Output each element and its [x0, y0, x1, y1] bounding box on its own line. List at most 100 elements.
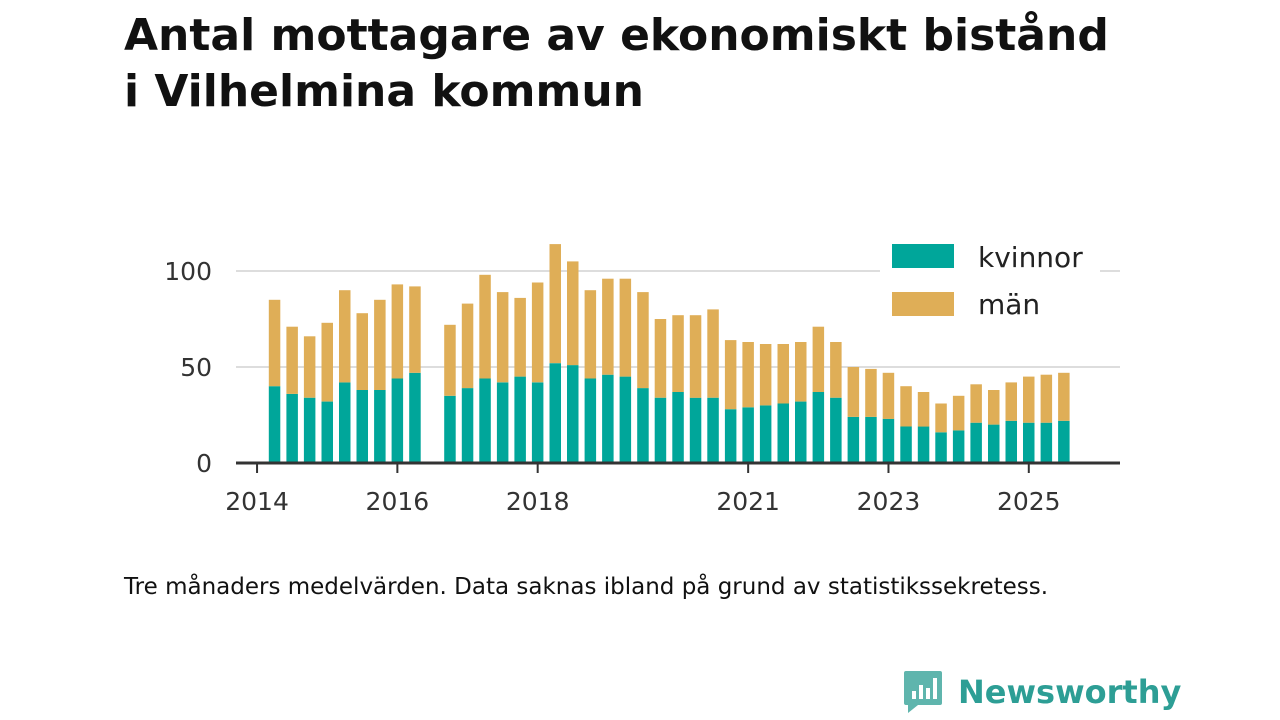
- bar-man: [619, 278, 632, 377]
- bar-man: [444, 324, 456, 396]
- bar-kvinnor: [514, 376, 526, 463]
- bar-kvinnor: [900, 426, 912, 463]
- x-tick-label: 2023: [857, 487, 921, 516]
- bar-kvinnor: [531, 382, 544, 463]
- bar-man: [584, 290, 597, 379]
- bar-kvinnor: [286, 393, 298, 463]
- bar-man: [935, 403, 947, 433]
- bar-man: [654, 319, 667, 398]
- title-line-2: i Vilhelmina kommun: [124, 66, 645, 117]
- bar-kvinnor: [1040, 422, 1053, 463]
- bar-man: [742, 342, 754, 408]
- bar-kvinnor: [268, 386, 281, 463]
- legend-swatch-kvinnor: [892, 244, 954, 268]
- bar-kvinnor: [444, 395, 456, 463]
- x-tick-label: 2018: [506, 487, 570, 516]
- bar-man: [672, 315, 684, 392]
- bar-kvinnor: [1023, 422, 1035, 463]
- chart-title: Antal mottagare av ekonomiskt bistånd i V…: [124, 8, 1224, 120]
- bar-kvinnor: [602, 374, 614, 463]
- bar-kvinnor: [654, 397, 667, 463]
- bar-kvinnor: [707, 397, 719, 463]
- bar-man: [724, 340, 737, 410]
- brand-name: Newsworthy: [958, 673, 1182, 711]
- bar-man: [356, 313, 368, 390]
- bar-man: [637, 292, 649, 389]
- bar-kvinnor: [303, 397, 316, 463]
- bar-man: [602, 278, 614, 375]
- bar-kvinnor: [952, 430, 965, 463]
- bar-kvinnor: [812, 392, 825, 463]
- bar-kvinnor: [847, 416, 860, 463]
- legend-swatch-man: [892, 292, 954, 316]
- bar-man: [847, 367, 860, 417]
- bar-man: [707, 309, 719, 398]
- bar-man: [567, 261, 579, 366]
- bar-man: [988, 390, 1000, 425]
- bar-man: [286, 326, 298, 394]
- bar-kvinnor: [882, 418, 895, 463]
- bar-kvinnor: [391, 378, 404, 463]
- bar-man: [759, 344, 772, 406]
- bar-man: [900, 386, 912, 427]
- newsworthy-logo-icon: [904, 671, 942, 713]
- bar-man: [952, 395, 965, 431]
- bar-kvinnor: [672, 392, 684, 463]
- bar-man: [795, 342, 807, 402]
- bar-kvinnor: [865, 416, 877, 463]
- x-tick-label: 2021: [716, 487, 780, 516]
- bar-kvinnor: [321, 401, 333, 463]
- x-axis-ticks: 2014 2016 2018 2021 2023 2025: [225, 463, 1061, 516]
- bar-kvinnor: [1058, 420, 1070, 463]
- bar-kvinnor: [777, 403, 789, 463]
- bar-kvinnor: [724, 409, 737, 463]
- bar-man: [374, 299, 386, 390]
- y-axis-ticks: 0 50 100: [164, 257, 212, 478]
- bar-man: [830, 342, 842, 398]
- legend-label-kvinnor: kvinnor: [978, 241, 1083, 274]
- y-tick-label: 0: [196, 449, 212, 478]
- bar-man: [1040, 374, 1053, 423]
- bar-man: [339, 290, 351, 383]
- brand-logo: Newsworthy: [902, 670, 1181, 714]
- bar-man: [321, 322, 333, 402]
- y-tick-label: 100: [164, 257, 212, 286]
- bar-man: [812, 326, 825, 392]
- bar-kvinnor: [970, 422, 982, 463]
- title-line-1: Antal mottagare av ekonomiskt bistånd: [124, 10, 1109, 61]
- bar-man: [1023, 376, 1035, 423]
- bar-kvinnor: [988, 424, 1000, 463]
- bar-kvinnor: [567, 365, 579, 463]
- bar-man: [549, 244, 561, 364]
- bar-man: [917, 392, 930, 427]
- bar-kvinnor: [584, 378, 597, 463]
- legend: kvinnor män: [880, 236, 1100, 336]
- bar-kvinnor: [356, 390, 368, 463]
- x-tick-label: 2025: [997, 487, 1061, 516]
- bar-man: [970, 384, 982, 423]
- bar-man: [531, 282, 544, 383]
- x-tick-label: 2016: [366, 487, 430, 516]
- bar-kvinnor: [935, 432, 947, 463]
- bar-man: [268, 299, 281, 387]
- bar-man: [689, 315, 702, 398]
- x-tick-label: 2014: [225, 487, 289, 516]
- bar-man: [1005, 382, 1017, 421]
- bar-man: [496, 292, 509, 383]
- bar-kvinnor: [917, 426, 930, 463]
- bar-man: [461, 303, 474, 389]
- bar-kvinnor: [461, 388, 474, 463]
- bar-man: [865, 368, 877, 417]
- bar-kvinnor: [339, 382, 351, 463]
- bar-kvinnor: [742, 407, 754, 463]
- bar-kvinnor: [619, 376, 632, 463]
- bar-man: [777, 344, 789, 404]
- bar-man: [303, 336, 316, 398]
- bar-kvinnor: [637, 388, 649, 463]
- bar-kvinnor: [496, 382, 509, 463]
- bar-man: [882, 372, 895, 419]
- bar-man: [391, 284, 404, 379]
- bar-man: [514, 297, 526, 377]
- footnote: Tre månaders medelvärden. Data saknas ib…: [124, 574, 1049, 600]
- bar-kvinnor: [689, 397, 702, 463]
